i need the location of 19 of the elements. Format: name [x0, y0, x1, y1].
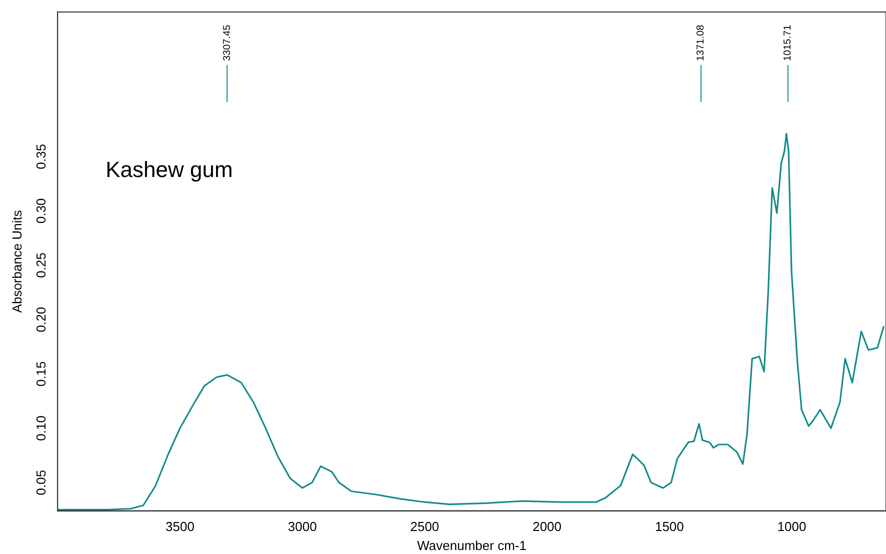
ref-line-label: 1371.08 — [696, 24, 707, 61]
x-tick-label: 2500 — [410, 519, 440, 534]
x-tick-label: 3500 — [166, 519, 194, 534]
y-tick-label: 0.35 — [34, 144, 49, 170]
y-tick-label: 0.15 — [34, 361, 49, 387]
y-tick-label: 0.25 — [34, 252, 49, 278]
y-tick-label: 0.05 — [34, 470, 49, 496]
y-tick-label: 0.20 — [34, 306, 49, 332]
x-tick-label: 1500 — [654, 519, 684, 534]
annotation: Kashew gum — [106, 157, 233, 182]
ref-line-label: 3307.45 — [222, 24, 233, 61]
ref-line-label: 1015.71 — [782, 24, 794, 61]
x-tick-label: 3000 — [288, 519, 317, 534]
y-tick-label: 0.10 — [34, 416, 49, 441]
y-tick-label: 0.30 — [34, 198, 49, 224]
x-tick-label: 1000 — [777, 519, 806, 534]
x-axis-title: Wavenumber cm-1 — [417, 538, 526, 553]
x-tick-label: 2000 — [532, 519, 562, 534]
y-axis-title: Absorbance Units — [9, 210, 24, 313]
